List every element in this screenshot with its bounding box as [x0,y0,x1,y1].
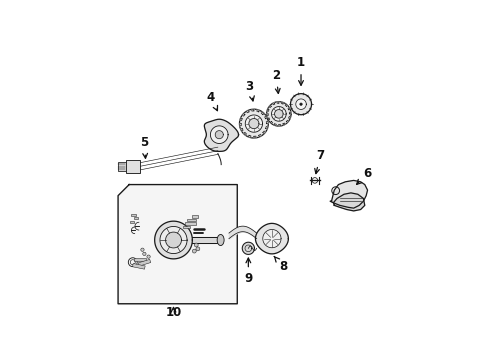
Polygon shape [277,102,279,103]
Polygon shape [267,109,269,111]
Polygon shape [290,112,291,114]
Bar [183,226,190,228]
Polygon shape [252,109,254,111]
Polygon shape [166,232,181,248]
Polygon shape [257,109,259,112]
Polygon shape [118,185,237,304]
Polygon shape [210,126,228,144]
Text: 1: 1 [297,56,305,85]
Circle shape [300,103,302,105]
Polygon shape [240,118,242,121]
Polygon shape [249,118,259,129]
Polygon shape [267,121,269,123]
Polygon shape [255,224,289,254]
Text: 3: 3 [245,80,254,101]
Circle shape [196,247,200,251]
Polygon shape [242,113,245,116]
Bar [134,217,138,220]
Text: 9: 9 [244,258,252,285]
Polygon shape [272,103,275,105]
Bar [125,161,140,173]
Bar [187,219,196,221]
Polygon shape [263,131,266,134]
Text: 4: 4 [207,91,218,111]
Polygon shape [287,120,289,122]
Bar [192,215,197,218]
Polygon shape [259,134,262,137]
Polygon shape [289,116,291,118]
Polygon shape [242,242,254,255]
Polygon shape [263,229,281,248]
Circle shape [143,252,146,256]
Polygon shape [155,221,193,259]
Text: 5: 5 [140,136,148,158]
Polygon shape [261,112,264,114]
Polygon shape [240,123,242,126]
Polygon shape [281,102,284,104]
Polygon shape [193,237,217,243]
Polygon shape [204,119,239,152]
Polygon shape [268,118,270,120]
Polygon shape [274,124,276,126]
Bar [185,222,196,225]
Polygon shape [288,108,290,110]
Polygon shape [134,258,147,261]
Text: 7: 7 [315,149,324,174]
Polygon shape [274,109,283,118]
Polygon shape [254,136,256,138]
Text: 2: 2 [272,68,280,93]
Polygon shape [246,110,249,113]
Polygon shape [285,104,288,106]
Polygon shape [296,99,306,109]
Ellipse shape [217,234,224,246]
Polygon shape [271,107,286,121]
Polygon shape [245,115,263,132]
Bar [130,221,134,223]
Polygon shape [160,226,187,253]
Bar [131,214,136,216]
Circle shape [141,248,144,251]
Circle shape [147,255,150,258]
Polygon shape [138,259,151,266]
Polygon shape [133,264,145,269]
Text: 6: 6 [357,167,372,184]
Polygon shape [215,131,223,139]
Polygon shape [267,114,268,116]
Polygon shape [269,105,271,108]
Polygon shape [279,125,281,126]
Polygon shape [291,94,312,115]
Circle shape [193,249,196,253]
Polygon shape [283,123,285,125]
Polygon shape [240,109,269,138]
Polygon shape [265,116,267,119]
Polygon shape [266,127,268,129]
Circle shape [195,243,198,247]
Polygon shape [330,180,368,208]
Polygon shape [241,129,243,131]
Bar [118,162,126,171]
Text: 8: 8 [274,256,287,273]
Polygon shape [244,132,246,135]
Polygon shape [267,102,291,126]
Polygon shape [270,121,272,124]
Polygon shape [334,193,365,211]
Polygon shape [248,135,251,138]
Text: 10: 10 [166,306,182,319]
